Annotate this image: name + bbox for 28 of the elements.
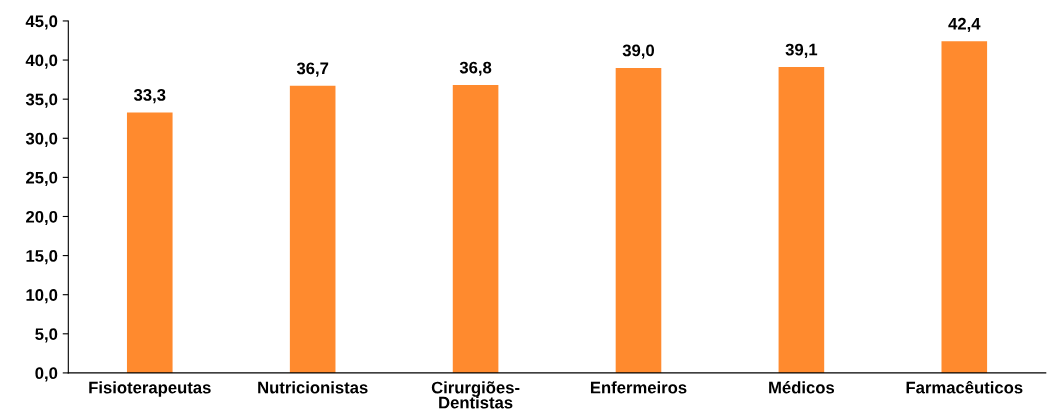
x-tick-label: Farmacêuticos <box>906 380 1023 394</box>
x-tick-label: Cirurgiões-Dentistas <box>431 381 520 409</box>
y-tick-label: 45,0 <box>25 15 58 30</box>
data-label: 33,3 <box>133 89 166 104</box>
x-tick-label: Nutricionistas <box>258 381 368 394</box>
bar <box>615 67 662 373</box>
bar <box>452 85 499 373</box>
data-label: 36,8 <box>459 61 492 76</box>
x-tick-label: Médicos <box>769 381 835 394</box>
y-tick-label: 15,0 <box>26 249 58 265</box>
y-tick-label: 40,0 <box>25 54 58 69</box>
y-tick-label: 25,0 <box>26 171 58 186</box>
bar <box>126 112 173 373</box>
data-label: 36,7 <box>296 62 329 77</box>
bar <box>778 67 825 373</box>
x-tick-label: Enfermeiros <box>590 381 687 394</box>
y-tick-label: 20,0 <box>26 210 58 226</box>
data-label: 39,1 <box>785 43 818 58</box>
y-tick-label: 0,0 <box>35 367 58 382</box>
data-label: 39,0 <box>622 44 655 59</box>
y-tick-label: 35,0 <box>25 93 58 108</box>
y-tick-label: 30,0 <box>25 132 58 147</box>
data-label: 42,4 <box>948 17 981 33</box>
bar <box>289 85 336 373</box>
x-tick-label: Fisioterapeutas <box>89 381 211 397</box>
y-tick-label: 5,0 <box>35 328 58 343</box>
y-tick-label: 10,0 <box>26 289 58 304</box>
bar <box>941 41 988 373</box>
